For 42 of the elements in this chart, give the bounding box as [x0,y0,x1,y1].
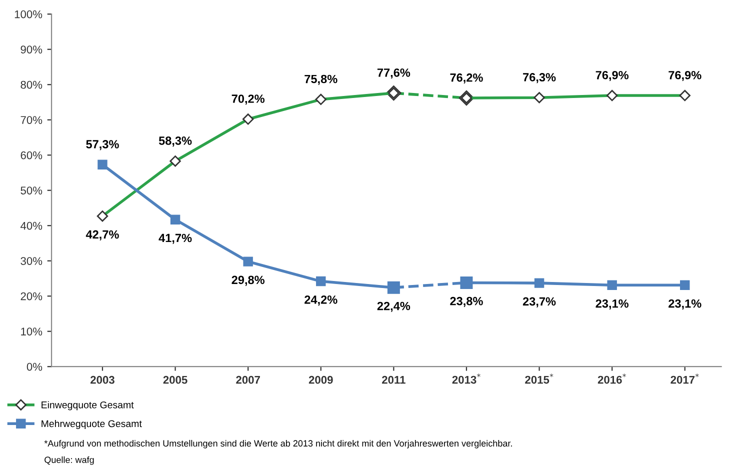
x-tick-label: 2009 [308,376,333,384]
data-label: 76,9% [668,70,702,82]
y-tick-label: 100% [14,10,42,18]
data-label: 23,7% [522,297,556,308]
x-tick-label: 2011 [382,376,406,384]
data-label: 24,2% [304,295,338,306]
x-tick-label: 2015$^{*}$ [525,374,554,384]
data-label: 76,2% [450,73,483,84]
y-tick-label: 60% [20,151,42,160]
text: *Aufgrund von methodischen Umstellungen sind die Werte ab 2013 nicht direkt mit den Vorjahreswerten vergleichbar. [44,440,512,448]
data-label: 58,3% [158,136,192,147]
y-tick-label: 90% [20,46,42,54]
legend-label: Einwegquote Gesamt [42,401,134,410]
data-label: 41,7% [158,234,192,244]
data-label: 76,3% [523,73,556,84]
y-tick-label: 0% [26,362,42,371]
y-tick-label: 40% [20,222,42,230]
data-label: 57,3% [86,140,119,150]
data-label: 22,4% [377,302,410,312]
y-tick-label: 20% [20,292,42,300]
data-label: 23,8% [450,296,483,307]
data-label: 29,8% [232,276,265,286]
x-tick-label: 2016$^{*}$ [598,374,626,384]
x-tick-label: 2007 [236,376,260,384]
y-tick-label: 10% [21,328,42,336]
x-tick-label: 2005 [163,376,188,384]
data-label: 75,8% [304,74,338,85]
data-label: 70,2% [232,94,265,105]
y-tick-label: 80% [20,80,42,89]
data-label: 42,7% [86,230,119,240]
data-label: 77,6% [377,68,410,79]
x-tick-label: 2017$^{*}$ [670,374,699,384]
data-label: 76,9% [596,70,629,82]
data-label: 23,1% [668,299,702,310]
x-tick-label: 2003 [90,376,114,384]
source-note: Quelle: wafg [44,456,94,465]
y-tick-label: 50% [20,186,42,194]
x-tick-label: 2013$^{*}$ [452,374,480,384]
legend-label: Mehrwegquote Gesamt [42,420,142,430]
y-tick-label: 30% [20,257,42,265]
y-tick-label: 70% [20,116,42,124]
data-label: 23,1% [596,299,629,310]
